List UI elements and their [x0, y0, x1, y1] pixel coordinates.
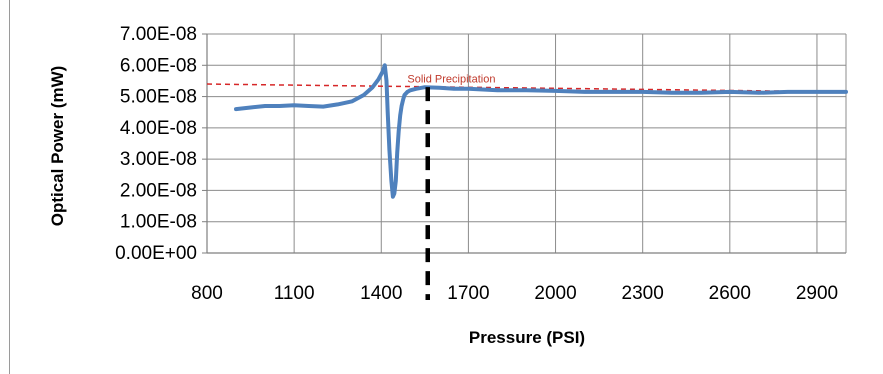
series-layer	[234, 63, 848, 199]
left-border-line	[9, 0, 10, 374]
x-tick-label-0: 800	[191, 283, 223, 304]
annotation-solid-precipitation: Solid Precipitation	[407, 73, 495, 85]
y-tick-label-1: 1.00E-08	[120, 212, 197, 233]
x-axis-title: Pressure (PSI)	[469, 328, 585, 347]
y-tick-label-3: 3.00E-08	[120, 149, 197, 170]
x-tick-label-3: 1700	[447, 283, 489, 304]
chart-gridlines	[202, 33, 847, 254]
x-tick-label-6: 2600	[709, 283, 751, 304]
x-tick-label-4: 2000	[534, 283, 576, 304]
x-tick-label-1: 1100	[274, 283, 315, 304]
y-tick-label-6: 6.00E-08	[120, 55, 197, 76]
y-tick-label-2: 2.00E-08	[120, 180, 197, 201]
y-tick-label-0: 0.00E+00	[115, 243, 197, 264]
x-tick-label-7: 2900	[796, 283, 838, 304]
y-tick-label-7: 7.00E-08	[120, 24, 197, 45]
y-tick-labels: 0.00E+00 1.00E-08 2.00E-08 3.00E-08 4.00E-08…	[115, 24, 197, 264]
y-tick-label-4: 4.00E-08	[120, 118, 197, 139]
x-tick-label-2: 1400	[360, 283, 402, 304]
series-line-0	[234, 63, 848, 199]
y-tick-label-5: 5.00E-08	[120, 87, 197, 108]
x-tick-label-5: 2300	[622, 283, 664, 304]
y-axis-title: Optical Power (mW)	[48, 66, 67, 227]
x-tick-labels: 800 1100 1400 1700 2000 2300 2600 2900	[191, 283, 838, 304]
